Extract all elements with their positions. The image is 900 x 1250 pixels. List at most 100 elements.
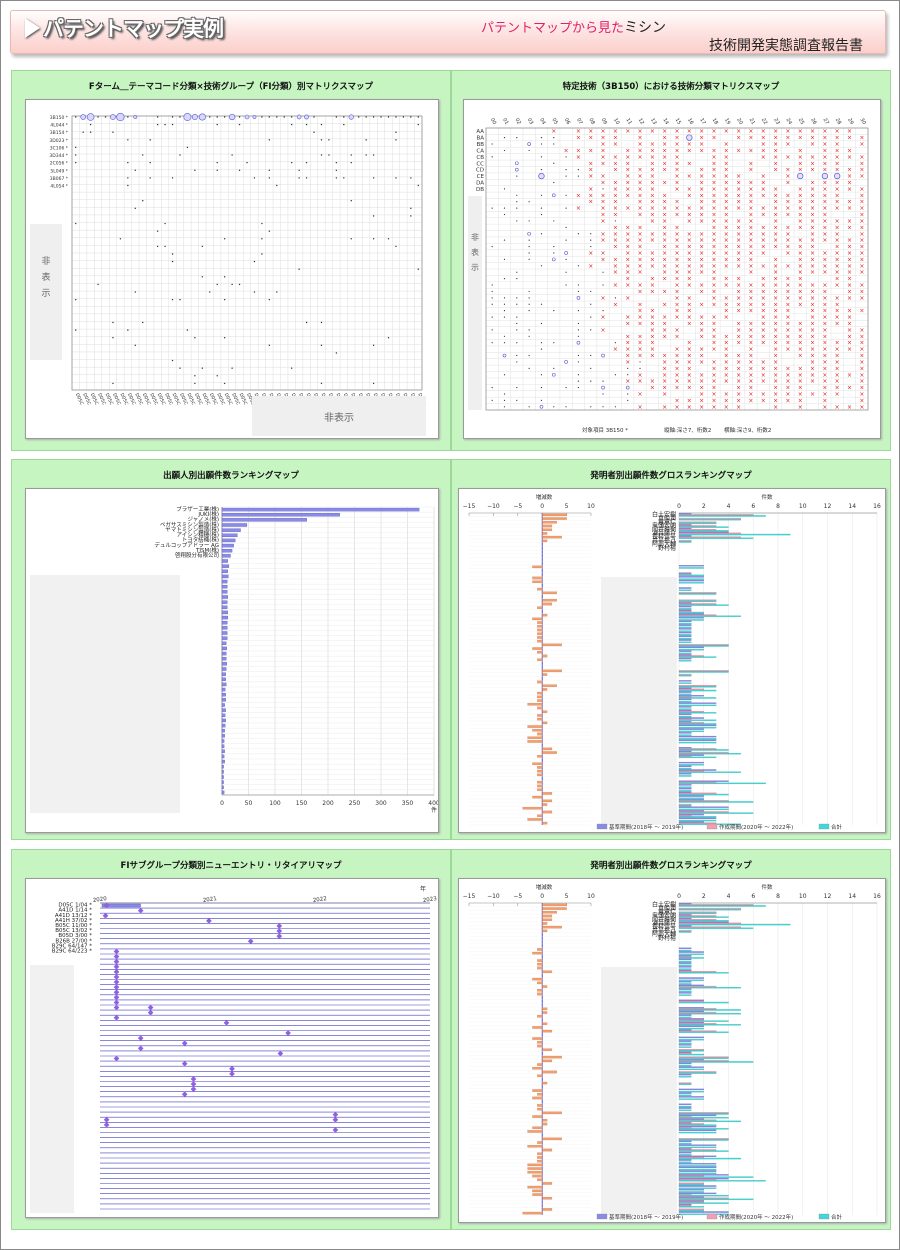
cross-mark: × bbox=[748, 372, 753, 379]
applicant-bar bbox=[221, 693, 226, 697]
cross-mark: × bbox=[613, 128, 618, 135]
dot-point bbox=[627, 399, 629, 401]
cross-mark: × bbox=[847, 244, 852, 251]
applicant-bar bbox=[221, 559, 228, 563]
cross-mark: × bbox=[674, 263, 679, 270]
delta-bar bbox=[542, 684, 557, 687]
cross-mark: × bbox=[835, 372, 840, 379]
dot-point bbox=[540, 303, 543, 305]
base-period-bar bbox=[678, 657, 692, 660]
bubble-point bbox=[335, 352, 338, 354]
cross-mark: × bbox=[736, 173, 741, 180]
cross-mark: × bbox=[674, 397, 679, 404]
dot-point bbox=[528, 252, 530, 254]
cross-mark: × bbox=[761, 333, 766, 340]
cross-mark: × bbox=[761, 205, 766, 212]
cross-mark: × bbox=[711, 263, 716, 270]
year-label: 2022 bbox=[313, 896, 328, 904]
cross-mark: × bbox=[736, 276, 741, 283]
bubble-point bbox=[564, 360, 568, 364]
cross-mark: × bbox=[588, 186, 593, 193]
base-period-bar bbox=[678, 1088, 704, 1091]
cross-mark: × bbox=[687, 359, 692, 366]
cross-mark: × bbox=[748, 385, 753, 392]
cross-mark: × bbox=[613, 154, 618, 161]
delta-bar bbox=[542, 918, 553, 921]
cross-mark: × bbox=[687, 192, 692, 199]
bubble-point bbox=[268, 116, 271, 118]
cross-mark: × bbox=[687, 263, 692, 270]
delta-bar bbox=[542, 1055, 562, 1059]
cross-mark: × bbox=[785, 346, 790, 353]
cross-mark: × bbox=[638, 244, 643, 251]
applicant-bar bbox=[221, 574, 229, 579]
cross-mark: × bbox=[847, 218, 852, 225]
panel-applicant-ranking: 出願人別出願件数ランキングマップ 0 50 100 150 200 250 300 350 40… bbox=[11, 459, 451, 840]
delta-bar bbox=[527, 740, 543, 743]
dot-point bbox=[540, 233, 543, 235]
base-period-bar bbox=[678, 639, 692, 641]
bubble-point bbox=[268, 177, 271, 179]
dot-point bbox=[553, 181, 555, 184]
entry-diamond bbox=[113, 1055, 120, 1062]
cross-mark: × bbox=[748, 212, 753, 219]
inventor-label: 曳頭宏明 bbox=[652, 521, 676, 529]
cross-mark: × bbox=[822, 308, 827, 315]
base-period-bar bbox=[678, 687, 692, 689]
delta-bar bbox=[532, 762, 543, 765]
total-bar bbox=[678, 1013, 741, 1015]
bubble-point bbox=[75, 154, 77, 156]
delta-bar bbox=[542, 688, 548, 691]
cross-mark: × bbox=[859, 365, 864, 372]
cross-mark: × bbox=[674, 295, 679, 302]
bubble-point bbox=[313, 131, 315, 133]
cross-mark: × bbox=[859, 340, 864, 347]
bubble-point bbox=[156, 123, 159, 126]
cross-mark: × bbox=[773, 391, 778, 398]
base-period-bar bbox=[678, 903, 692, 905]
current-period-bar bbox=[678, 1000, 704, 1003]
cross-mark: × bbox=[810, 365, 815, 372]
dot-point bbox=[577, 322, 580, 325]
cross-mark: × bbox=[601, 314, 606, 321]
total-bar bbox=[678, 1091, 704, 1093]
cross-mark: × bbox=[736, 372, 741, 379]
cross-mark: × bbox=[847, 128, 852, 135]
entry-label: B29C 64/223 * bbox=[52, 948, 92, 954]
cross-mark: × bbox=[761, 397, 766, 404]
delta-bar bbox=[537, 966, 543, 970]
col-label: 22 bbox=[760, 117, 768, 126]
panel-inventor-ranking: 発明者別出願件数グロスランキングマップ 増減数 件数 −15 −10 −5 0 5 10 0 2 4… bbox=[451, 459, 891, 840]
cross-mark: × bbox=[835, 359, 840, 366]
cross-mark: × bbox=[810, 205, 815, 212]
delta-bar bbox=[537, 651, 543, 654]
dot-point bbox=[577, 233, 580, 235]
dot-point bbox=[503, 278, 506, 280]
cross-mark: × bbox=[674, 147, 679, 154]
applicant-bar bbox=[221, 569, 228, 573]
total-bar bbox=[678, 1061, 754, 1063]
cross-mark: × bbox=[687, 212, 692, 219]
cross-mark: × bbox=[724, 186, 729, 193]
bubble-point bbox=[328, 139, 330, 141]
applicant-bar bbox=[221, 775, 224, 779]
cross-mark: × bbox=[785, 212, 790, 219]
cross-mark: × bbox=[847, 385, 852, 392]
current-period-bar bbox=[678, 911, 717, 913]
total-bar bbox=[678, 1083, 692, 1085]
total-bar bbox=[678, 749, 729, 751]
delta-bar bbox=[537, 732, 543, 736]
delta-bar bbox=[537, 1044, 543, 1048]
cross-mark: × bbox=[625, 167, 630, 174]
cross-mark: × bbox=[699, 199, 704, 206]
cross-mark: × bbox=[625, 263, 630, 270]
tick-label: 2 bbox=[702, 893, 706, 900]
delta-bar bbox=[542, 1197, 553, 1200]
bubble-point bbox=[417, 184, 419, 187]
cross-mark: × bbox=[785, 327, 790, 334]
cross-mark: × bbox=[699, 314, 704, 321]
bubble-point bbox=[298, 268, 300, 270]
inventor-label: 白土宏樹 bbox=[652, 900, 676, 908]
